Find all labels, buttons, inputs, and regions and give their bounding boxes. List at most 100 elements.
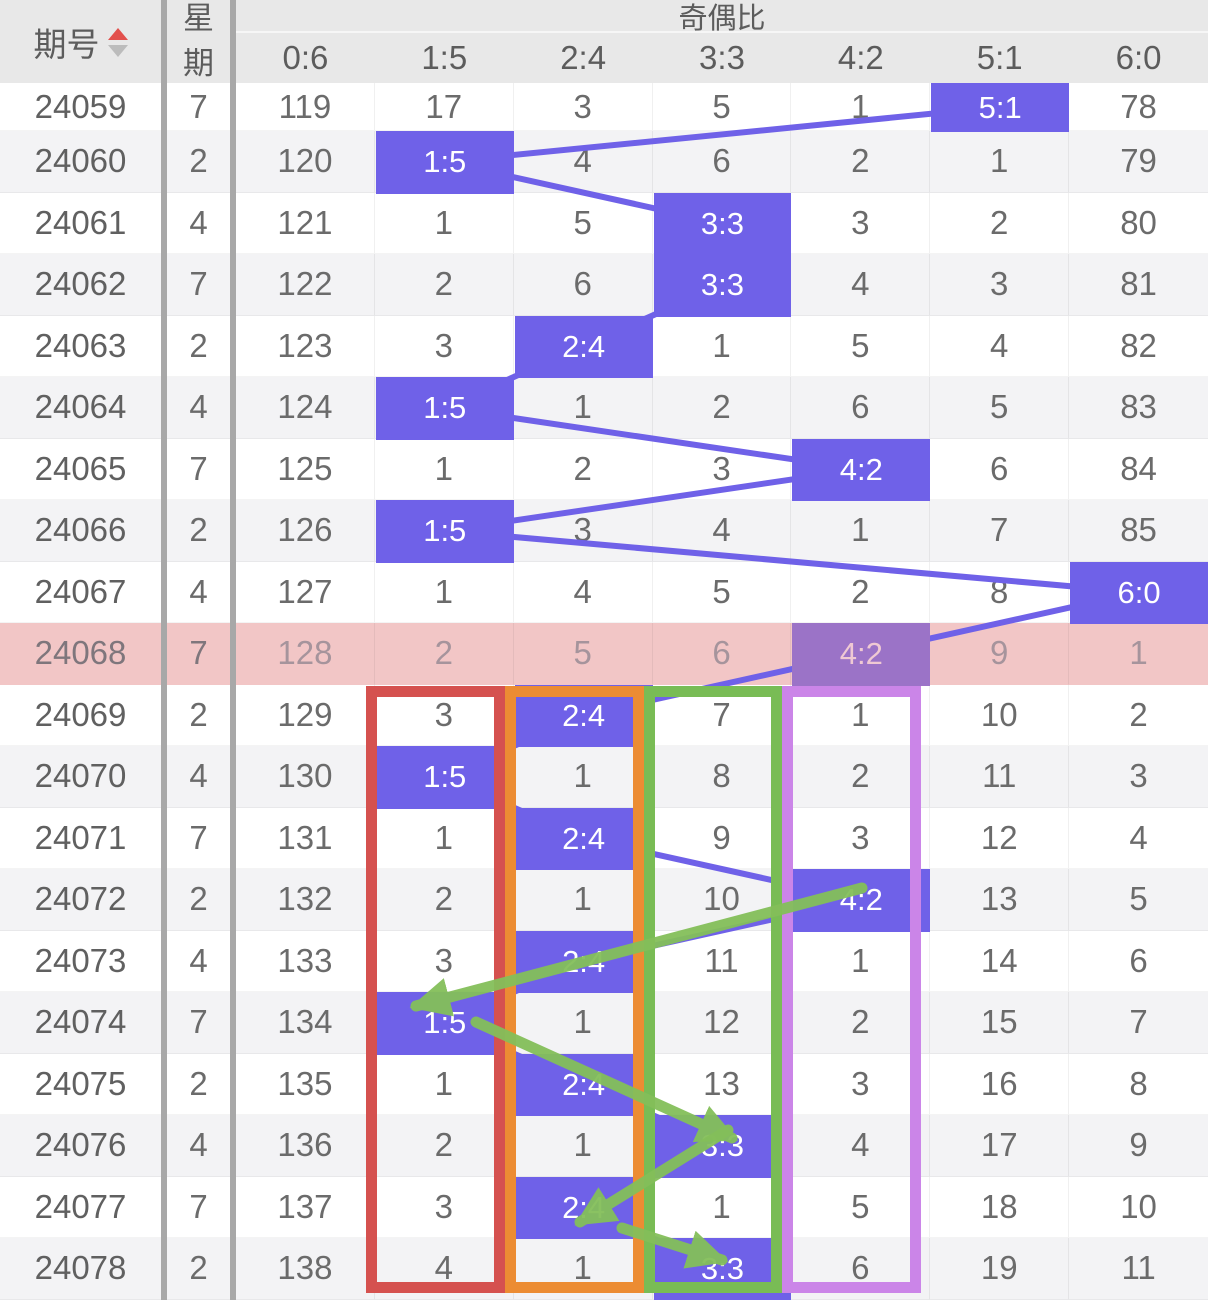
cell-miss-count: 83 [1069,377,1208,439]
cell-miss-count: 18 [930,1176,1070,1238]
table-row: 24067 4 127 1 4 5 2 8 [0,561,1208,623]
hit-cell: 6:0 [1070,561,1208,624]
cell-miss-count: 2 [791,131,931,193]
cell-miss-count: 2 [652,377,792,439]
cell-miss-count: 15 [930,992,1070,1054]
hit-cell: 5:1 [931,83,1070,132]
cell-weekday: 7 [167,992,230,1054]
issue-header-label: 期号 [33,25,100,63]
cell-miss-count: 5 [930,377,1070,439]
cell-miss-count: 10 [1069,1177,1208,1238]
column-annotation-rect-2-4 [504,686,644,1293]
cell-miss-count: 6 [1069,931,1208,992]
cell-issue: 24059 [0,83,161,131]
cell-miss-count: 5 [791,315,931,377]
cell-miss-count: 3 [791,192,931,254]
cell-issue: 24075 [0,1054,161,1115]
cell-miss-count: 2 [375,623,514,685]
hit-cell: 3:3 [653,254,792,317]
cell-miss-count: 131 [236,807,375,869]
cell-weekday: 2 [167,316,230,377]
ratio-header-6-0[interactable]: 6:0 [1115,39,1162,76]
cell-miss-count: 122 [236,254,375,316]
cell-miss-count: 8 [1069,1054,1208,1115]
cell-weekday: 7 [167,254,230,316]
cell-issue: 24066 [0,500,161,562]
cell-miss-count: 130 [236,746,375,808]
cell-miss-count: 124 [236,377,375,439]
ratio-header-3-3[interactable]: 3:3 [699,39,745,76]
cell-miss-count: 3 [513,500,653,562]
cell-miss-count: 16 [930,1053,1070,1115]
cell-weekday: 2 [167,500,230,562]
issue-column-header[interactable]: 期号 [0,0,161,83]
cell-miss-count: 126 [236,500,375,562]
cell-issue: 24078 [0,1238,161,1300]
cell-miss-count: 1 [374,438,514,500]
cell-weekday: 2 [167,685,230,746]
cell-miss-count: 6 [652,131,792,193]
cell-weekday: 4 [167,931,230,992]
cell-weekday: 4 [167,1115,230,1177]
cell-miss-count: 119 [236,83,375,131]
hit-cell: 4:2 [792,438,931,501]
sort-down-icon [107,45,128,57]
cell-weekday: 4 [167,377,230,439]
cell-miss-count: 133 [236,930,375,992]
cell-miss-count: 2 [930,192,1070,254]
cell-miss-count: 17 [374,83,514,131]
cell-issue: 24060 [0,131,161,193]
cell-miss-count: 85 [1069,500,1208,562]
cell-miss-count: 79 [1069,131,1208,193]
cell-weekday: 4 [167,746,230,808]
weekday-header-label-bottom: 期 [183,46,214,81]
hit-cell: 1:5 [375,131,514,194]
cell-miss-count: 4 [513,561,653,623]
sort-icon[interactable] [107,28,128,57]
cell-miss-count: 11 [930,746,1070,808]
hit-cell: 4:2 [792,623,931,686]
cell-miss-count: 17 [930,1115,1070,1177]
cell-miss-count: 1 [374,192,514,254]
cell-miss-count: 121 [236,192,375,254]
ratio-header-1-5[interactable]: 1:5 [421,39,468,76]
column-separator-bar [161,0,167,1300]
cell-issue: 24063 [0,316,161,377]
cell-miss-count: 12 [930,807,1070,869]
column-annotation-rect-3-3 [643,686,783,1293]
cell-miss-count: 1 [1129,634,1148,672]
cell-miss-count: 13 [930,869,1070,931]
ratio-header-2-4[interactable]: 2:4 [560,39,607,76]
cell-miss-count: 1 [930,131,1070,193]
cell-miss-count: 81 [1069,254,1208,316]
ratio-header-5-1[interactable]: 5:1 [976,39,1023,76]
table-row: 24060 2 120 4 6 2 1 79 [0,131,1208,193]
cell-miss-count: 123 [236,315,375,377]
cell-miss-count: 1 [374,561,514,623]
ratio-header-4-2[interactable]: 4:2 [837,39,884,76]
cell-issue: 24061 [0,193,161,254]
hit-cell: 2:4 [514,315,653,378]
table-row: 24065 7 125 1 2 3 6 84 [0,438,1208,500]
cell-miss-count: 7 [930,500,1070,562]
cell-weekday: 2 [167,1054,230,1115]
cell-issue: 24067 [0,562,161,623]
cell-miss-count: 1 [791,83,931,131]
ratio-header-0-6[interactable]: 0:6 [282,39,329,76]
cell-miss-count: 4 [930,315,1070,377]
cell-miss-count: 6 [791,377,931,439]
cell-weekday: 2 [167,869,230,931]
cell-miss-count: 4 [652,500,792,562]
cell-miss-count: 125 [236,438,375,500]
cell-weekday: 7 [189,634,208,672]
cell-miss-count: 1 [513,377,653,439]
cell-weekday: 2 [167,131,230,193]
cell-issue: 24069 [0,685,161,746]
table-row: 24061 4 121 1 5 3 2 80 [0,192,1208,254]
cell-miss-count: 5 [513,192,653,254]
cell-miss-count: 82 [1069,316,1208,377]
sort-up-icon [107,28,128,40]
cell-miss-count: 5 [652,83,792,131]
cell-miss-count: 129 [236,684,375,746]
cell-miss-count: 128 [236,623,375,685]
